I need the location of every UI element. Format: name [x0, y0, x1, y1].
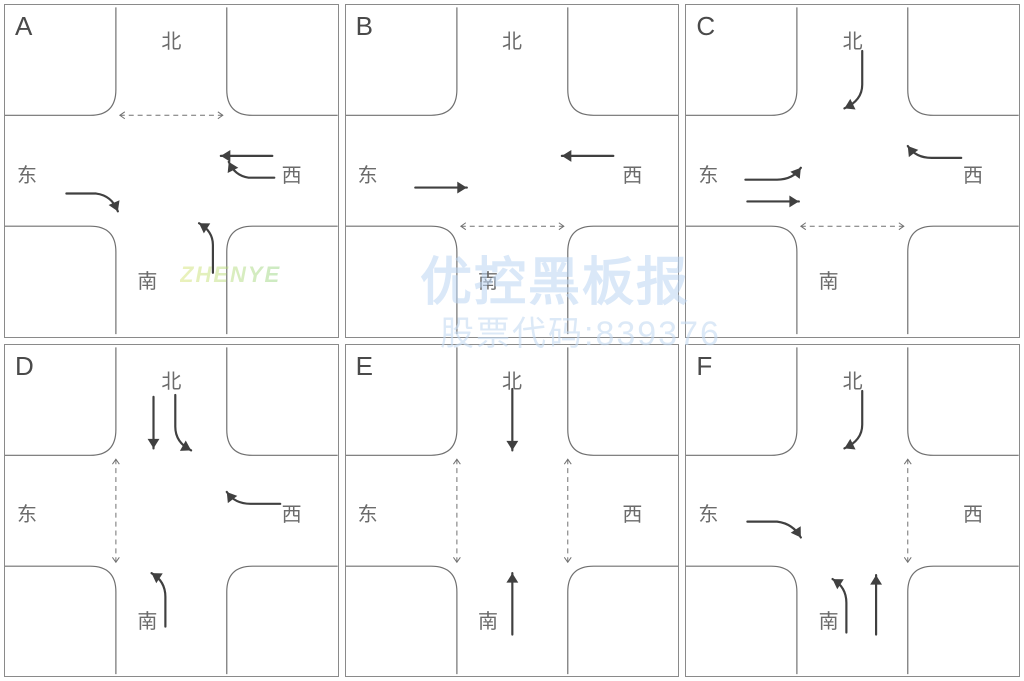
intersection-svg [686, 345, 1019, 677]
panel-F: F北南东西 [685, 344, 1020, 678]
intersection-svg [686, 5, 1019, 337]
traffic-arrow [748, 196, 799, 208]
traffic-arrow [870, 575, 882, 634]
panel-E: E北南东西 [345, 344, 680, 678]
intersection-svg [5, 345, 338, 677]
panel-B: B北南东西 [345, 4, 680, 338]
traffic-arrow [748, 521, 801, 537]
traffic-arrow [228, 162, 275, 178]
traffic-arrow [833, 579, 847, 632]
traffic-arrow [506, 388, 518, 449]
intersection-svg [5, 5, 338, 337]
traffic-arrow [199, 223, 213, 273]
diagram-grid: A北南东西B北南东西C北南东西 D北南东西E北南东西F北南东西 [4, 4, 1020, 677]
traffic-arrow [746, 168, 801, 180]
traffic-arrow [908, 146, 961, 158]
intersection-svg [346, 5, 679, 337]
traffic-arrow [415, 182, 466, 194]
traffic-arrow [148, 396, 160, 447]
traffic-arrow [845, 390, 863, 449]
traffic-arrow [845, 51, 863, 110]
traffic-arrow [227, 491, 280, 503]
traffic-arrow [175, 394, 191, 450]
traffic-arrow [152, 573, 166, 626]
intersection-svg [346, 345, 679, 677]
traffic-arrow [66, 194, 119, 212]
traffic-arrow [561, 150, 612, 162]
panel-A: A北南东西 [4, 4, 339, 338]
panel-C: C北南东西 [685, 4, 1020, 338]
traffic-arrow [221, 150, 272, 162]
traffic-arrow [506, 573, 518, 634]
panel-D: D北南东西 [4, 344, 339, 678]
